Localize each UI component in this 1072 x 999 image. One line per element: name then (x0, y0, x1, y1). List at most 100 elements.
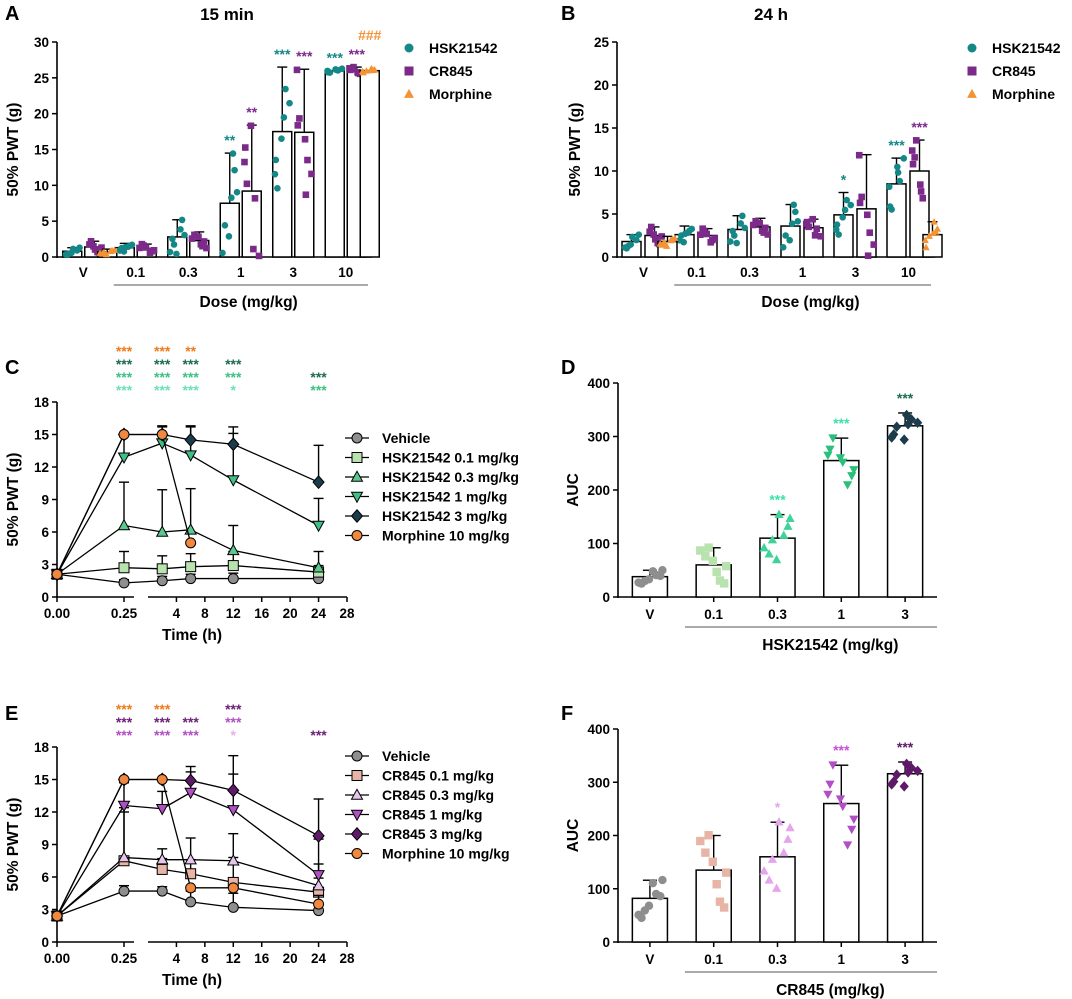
significance-marker: *** (154, 343, 171, 359)
data-point-cr845 (150, 246, 158, 254)
significance-marker: * (231, 382, 237, 398)
data-point (842, 481, 853, 490)
series-line-2 (162, 859, 319, 887)
data-point-hsk21542 (886, 203, 894, 210)
significance-marker: ** (224, 132, 235, 148)
x-axis-title: Dose (mg/kg) (200, 294, 298, 311)
data-point-morphine (362, 67, 371, 74)
data-point (696, 836, 705, 846)
y-tick-label: 12 (34, 805, 49, 820)
significance-marker: *** (182, 369, 199, 385)
y-tick-label: 0 (602, 590, 610, 605)
data-point-5 (185, 882, 197, 894)
y-tick-label: 400 (587, 376, 610, 391)
series-line-4 (162, 778, 319, 837)
data-point-3 (226, 805, 240, 817)
legend-marker-3 (350, 491, 364, 504)
y-axis-title: 50% PWT (g) (5, 453, 22, 547)
x-tick-label: 8 (201, 606, 209, 621)
series-line-3 (161, 442, 319, 527)
data-point-morphine (929, 229, 937, 237)
data-point (847, 825, 857, 835)
significance-marker: *** (769, 492, 786, 508)
data-point-cr845 (756, 219, 763, 227)
data-point (783, 521, 793, 530)
data-point (835, 795, 846, 804)
panel-label: B (561, 3, 575, 25)
data-point-2 (155, 852, 169, 865)
data-point-cr845 (749, 221, 757, 229)
data-point-4 (184, 432, 197, 447)
significance-marker: *** (154, 727, 171, 743)
data-point-3 (117, 800, 131, 813)
legend-label: HSK21542 1 mg/kg (382, 489, 507, 505)
y-tick-label: 18 (34, 740, 50, 755)
bar-morphine (359, 69, 380, 258)
series-line-0 (162, 577, 319, 582)
data-point-hsk21542 (178, 216, 186, 224)
x-tick-label: 10 (901, 265, 916, 280)
data-point (774, 817, 784, 826)
legend-marker-1 (351, 452, 363, 463)
data-point-1 (185, 561, 197, 573)
x-tick-label: 0.1 (704, 607, 723, 622)
x-tick-label: 3 (289, 265, 297, 280)
y-tick-label: 15 (34, 143, 50, 158)
bar (886, 772, 924, 943)
data-point-0 (185, 896, 197, 908)
data-point-cr845 (647, 223, 655, 231)
data-point-hsk21542 (170, 241, 178, 248)
data-point (779, 847, 789, 857)
y-tick-label: 15 (34, 773, 50, 788)
data-point-2 (226, 543, 240, 556)
significance-marker: *** (888, 137, 905, 153)
data-point-cr845 (856, 199, 864, 207)
legend-marker-0 (351, 432, 363, 444)
data-point-cr845 (203, 244, 210, 252)
data-point-2 (184, 852, 197, 865)
data-point-cr845 (142, 244, 150, 251)
significance-marker: *** (274, 46, 291, 62)
significance-marker: *** (349, 46, 366, 62)
x-tick-label: 3 (852, 265, 860, 280)
data-point (715, 897, 725, 906)
data-point-cr845 (136, 244, 143, 252)
data-point-hsk21542 (900, 155, 908, 162)
data-point-cr845 (817, 232, 825, 240)
series-line-5 (56, 779, 125, 917)
data-point-cr845 (864, 211, 871, 219)
data-point (849, 815, 859, 825)
data-point (651, 889, 661, 899)
data-point (767, 535, 778, 544)
x-tick-label: V (639, 265, 648, 280)
data-point-cr845 (86, 241, 93, 248)
data-point (889, 429, 899, 440)
data-point (719, 903, 729, 912)
significance-marker: * (841, 172, 847, 188)
data-point-hsk21542 (64, 251, 71, 259)
panel-e-line-chart: E 50% PWT (g) 0 3 6 9 12 15 18 0.00 0.25 4 8 12 16 20 24… (5, 701, 510, 989)
data-point-0 (185, 573, 197, 585)
data-point (759, 542, 769, 552)
data-point-hsk21542 (894, 169, 902, 176)
legend-label: Vehicle (382, 748, 430, 764)
data-point-morphine (110, 246, 119, 253)
data-point-4 (312, 828, 325, 843)
panel-label: E (5, 703, 18, 725)
legend-marker-2 (350, 788, 364, 800)
legend-label: HSK21542 3 mg/kg (382, 508, 507, 524)
data-point (708, 857, 718, 867)
x-tick-label: 24 (311, 606, 327, 621)
data-point-hsk21542 (124, 243, 132, 251)
data-point (889, 776, 899, 787)
bar-hsk21542 (219, 202, 240, 258)
data-point-cr845 (870, 241, 878, 248)
data-point (823, 790, 833, 800)
data-point-hsk21542 (835, 231, 842, 238)
data-point-hsk21542 (166, 248, 174, 256)
data-point (899, 434, 909, 445)
data-point-3 (155, 804, 169, 816)
significance-marker: *** (225, 701, 242, 717)
data-point-hsk21542 (739, 212, 746, 220)
data-point-hsk21542 (635, 231, 643, 239)
